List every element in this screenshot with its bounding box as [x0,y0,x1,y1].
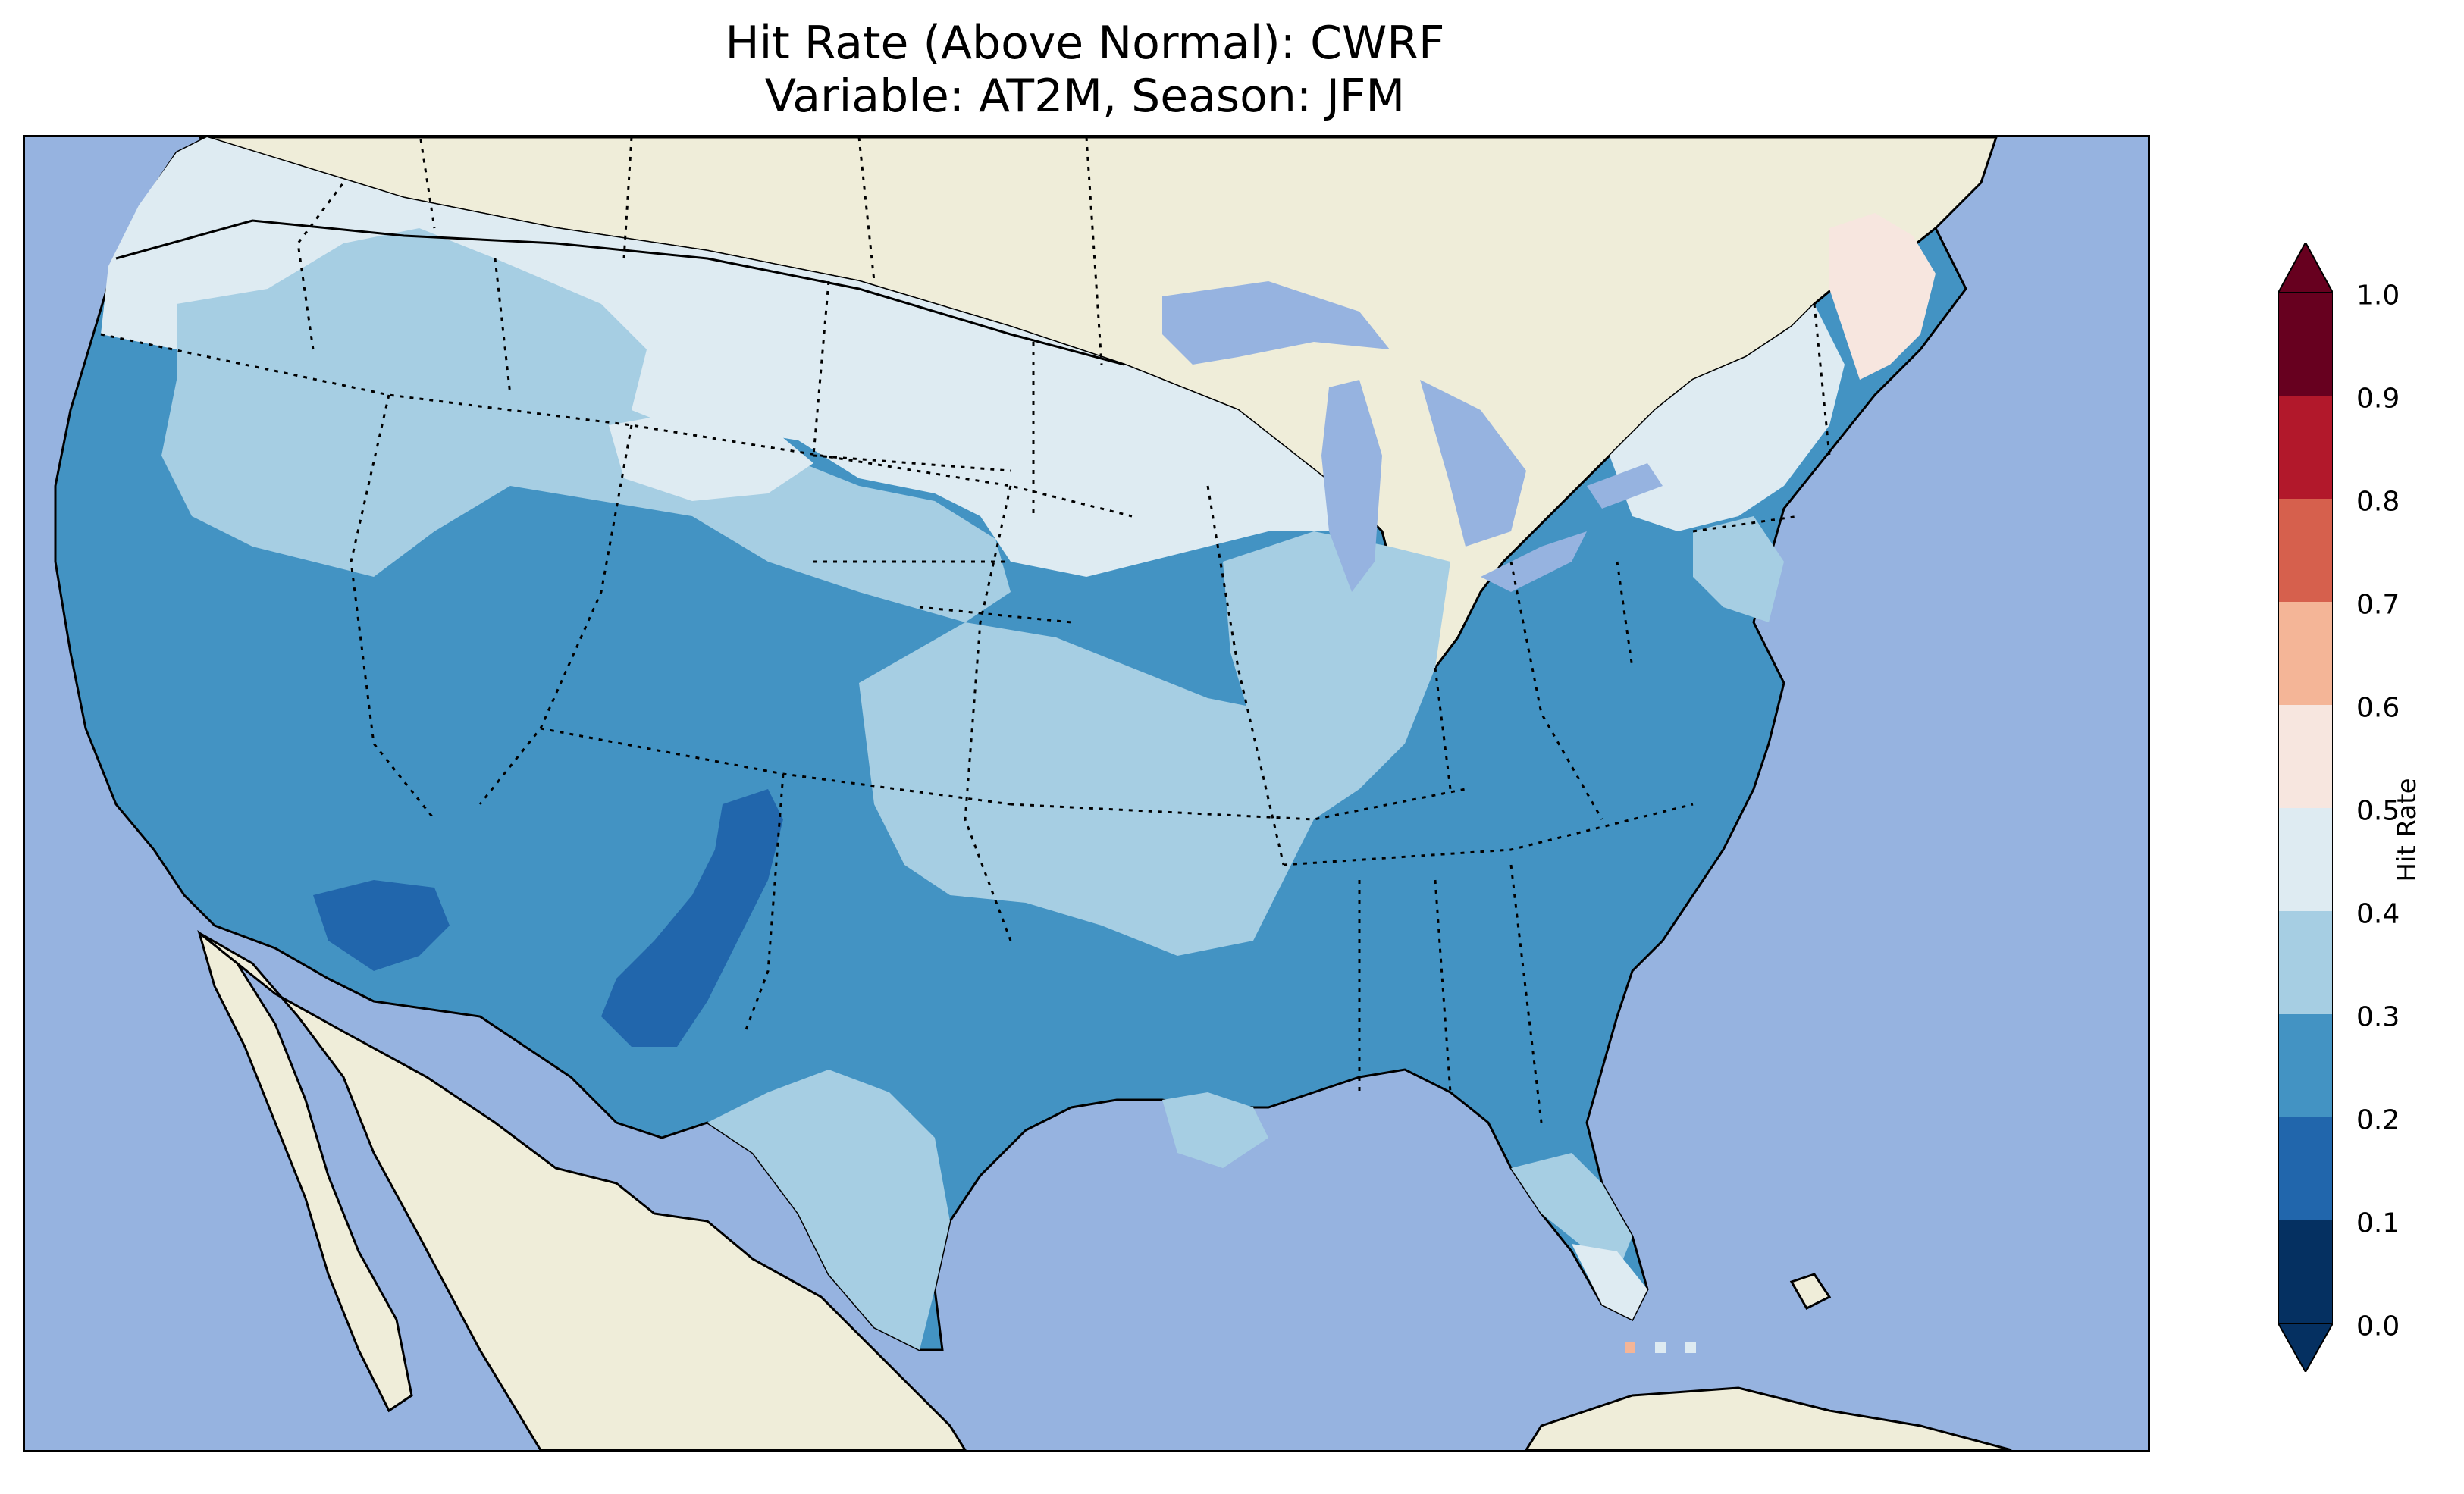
region-arizona-low [313,880,450,971]
colorbar-outline [2278,292,2333,1324]
colorbar-tick-8: 0.8 [2356,486,2400,518]
colorbar-tick-2: 0.2 [2356,1104,2400,1136]
baja-peninsula [197,929,413,1413]
key-cell-1 [1625,1342,1635,1353]
colorbar-tick-1: 0.1 [2356,1207,2400,1239]
colorbar-extend-min [2278,1323,2333,1372]
title-line-1: Hit Rate (Above Normal): CWRF [725,17,1445,70]
region-new-england [1610,304,1845,531]
chart-title: Hit Rate (Above Normal): CWRF Variable: … [0,17,2170,123]
colorbar-tick-9: 0.9 [2356,383,2400,415]
colorbar-bin-2 [2278,1014,2333,1117]
colorbar-tick-6: 0.6 [2356,692,2400,724]
key-cell-2 [1655,1342,1666,1353]
region-florida-south [1572,1244,1647,1320]
canada-us-border [115,219,1125,366]
map-panel [23,135,2150,1452]
colorbar-bin-7 [2278,499,2333,602]
colorbar [2278,243,2333,1372]
lake-erie [1481,531,1587,592]
region-gulf-coast [1162,1092,1268,1168]
cuba-landmass [1525,1386,2012,1450]
title-line-2: Variable: AT2M, Season: JFM [764,70,1406,123]
region-montana-pocket [609,410,813,501]
colorbar-bin-9 [2278,293,2333,396]
colorbar-bin-1 [2278,1117,2333,1220]
state-borders [100,137,1831,1123]
colorbar-bin-5 [2278,705,2333,808]
region-illinois-indiana [1223,531,1450,819]
colorbar-bin-6 [2278,602,2333,705]
colorbar-tick-5: 0.5 [2356,795,2400,827]
key-cell-3 [1685,1342,1696,1353]
colorbar-bin-3 [2278,911,2333,1014]
bahamas-island [1789,1273,1832,1310]
colorbar-tick-10: 1.0 [2356,280,2400,312]
lake-superior [1162,281,1390,365]
colorbar-bin-8 [2278,396,2333,499]
conus-map [54,137,2012,1450]
region-mid-atlantic [1693,516,1784,622]
lake-huron [1420,380,1526,547]
region-central-plains [859,622,1314,956]
colorbar-bin-0 [2278,1220,2333,1323]
region-florida-north [1511,1153,1632,1274]
colorbar-tick-0: 0.0 [2356,1311,2400,1342]
colorbar-tick-3: 0.3 [2356,1001,2400,1033]
region-four-corners [601,789,783,1047]
colorbar-tick-4: 0.4 [2356,898,2400,930]
mexico-landmass [199,932,967,1450]
colorbar-extend-max [2278,243,2333,293]
region-interior-west [161,228,1011,622]
region-texas-central [707,1070,950,1350]
lake-ontario [1587,463,1663,509]
colorbar-bin-4 [2278,808,2333,911]
colorbar-tick-7: 0.7 [2356,589,2400,621]
region-maine [1829,213,1936,380]
colorbar-label: Hit Rate [2392,778,2422,882]
lake-michigan [1321,380,1382,592]
